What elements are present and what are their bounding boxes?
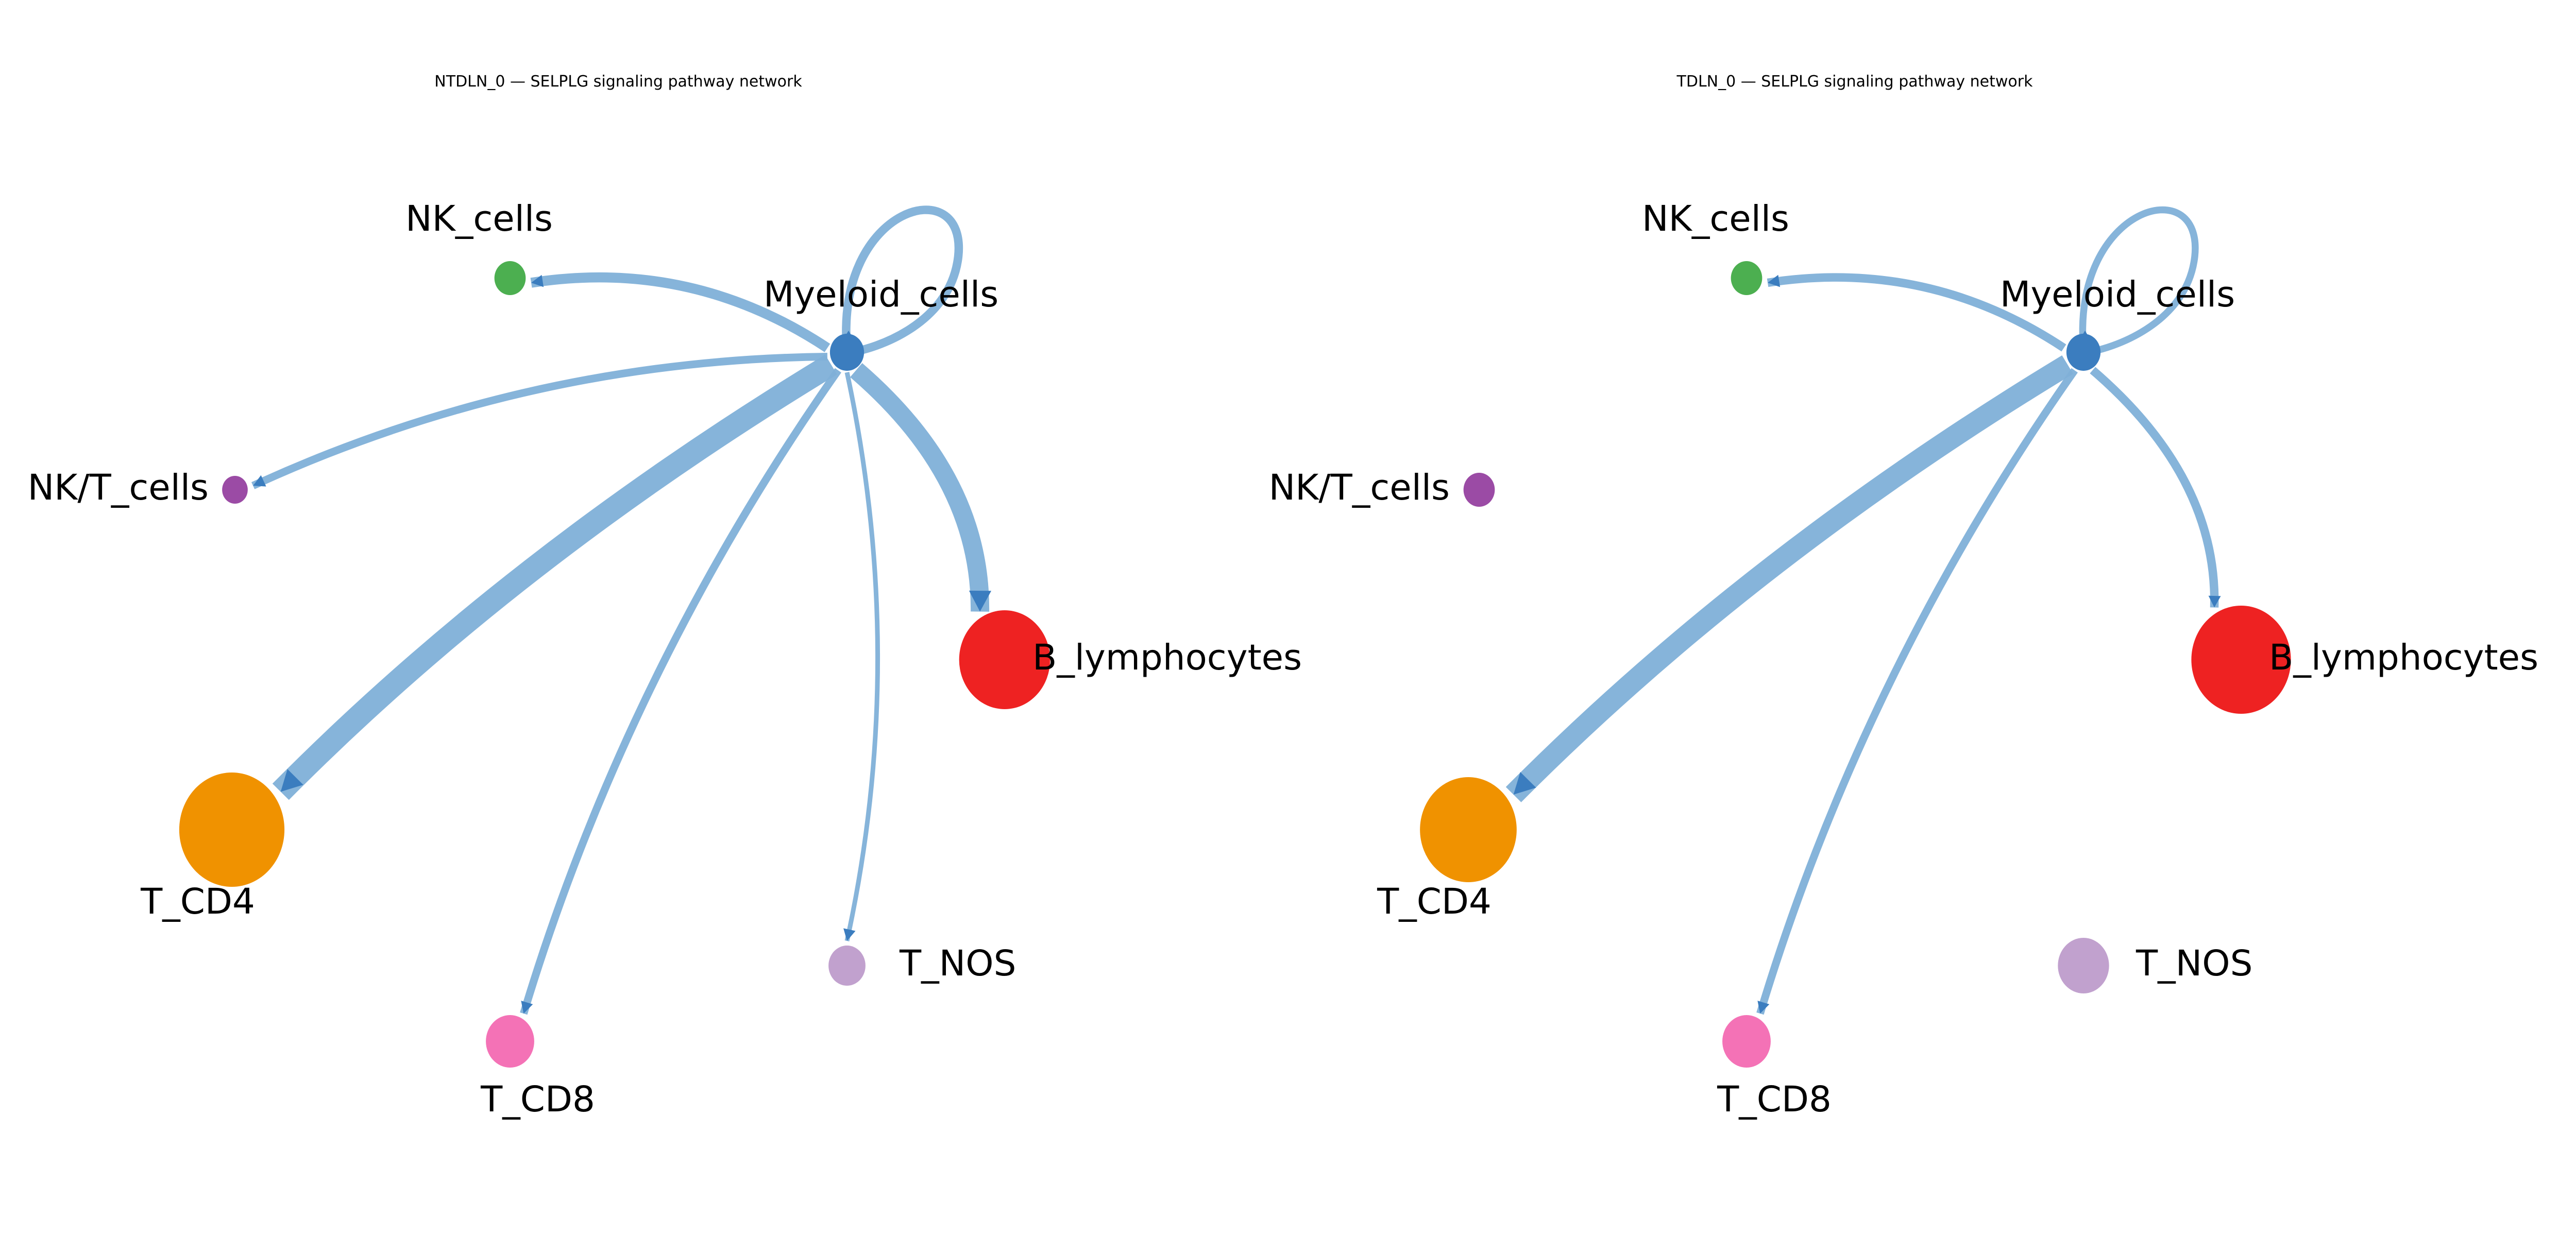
node-label-b-lymphocytes: B_lymphocytes bbox=[2269, 637, 2538, 678]
network-graph-tdln-0: NK_cells Myeloid_cells NK/T_cells B_lymphoc… bbox=[1269, 198, 2538, 1120]
label-layer: NK_cells Myeloid_cells NK/T_cells B_lymphoc… bbox=[1269, 198, 2538, 1120]
panel-title-tdln-0: TDLN_0 — SELPLG signaling pathway networ… bbox=[1676, 73, 2033, 91]
node-b-lymphocytes[interactable] bbox=[959, 610, 1050, 709]
edge-myeloid-cells-to-nk-t-cells bbox=[251, 353, 828, 489]
node-t-nos[interactable] bbox=[828, 946, 866, 986]
node-t-nos[interactable] bbox=[2058, 938, 2109, 993]
edge-myeloid-cells-to-t-cd8 bbox=[1756, 368, 2078, 1015]
edge-self-loop bbox=[2079, 206, 2199, 356]
node-b-lymphocytes[interactable] bbox=[2191, 606, 2291, 714]
node-label-t-cd8: T_CD8 bbox=[1717, 1079, 1832, 1120]
edge-myeloid-cells-to-b-lymphocytes bbox=[2090, 367, 2219, 608]
node-label-t-cd4: T_CD4 bbox=[1377, 881, 1492, 922]
arrowhead-icon bbox=[531, 274, 544, 287]
edge-myeloid-cells-to-t-cd8 bbox=[520, 368, 842, 1015]
node-label-t-cd8: T_CD8 bbox=[480, 1079, 595, 1120]
edge-myeloid-cells-to-b-lymphocytes bbox=[850, 363, 990, 612]
edge-myeloid-cells-to-t-cd4 bbox=[272, 354, 837, 800]
node-layer bbox=[179, 261, 1050, 1068]
node-label-nk-t-cells: NK/T_cells bbox=[1269, 467, 1450, 508]
panel-ntdln-0: NTDLN_0 — SELPLG signaling pathway netwo… bbox=[0, 0, 1302, 1236]
arrowhead-icon bbox=[280, 769, 303, 792]
node-label-t-cd4: T_CD4 bbox=[140, 881, 255, 922]
arrowhead-icon bbox=[253, 475, 266, 487]
arrowhead-icon bbox=[521, 1001, 533, 1014]
label-layer: NK_cells Myeloid_cells NK/T_cells B_lymphoc… bbox=[28, 198, 1302, 1120]
arrowhead-icon bbox=[2208, 595, 2221, 608]
node-t-cd4[interactable] bbox=[179, 772, 285, 887]
edge-myeloid-cells-to-nk-cells bbox=[1767, 273, 2066, 352]
panel-title-ntdln-0: NTDLN_0 — SELPLG signaling pathway netwo… bbox=[434, 73, 802, 91]
node-myeloid-cells[interactable] bbox=[829, 334, 865, 371]
node-label-nk-t-cells: NK/T_cells bbox=[28, 467, 209, 508]
edge-layer bbox=[1505, 206, 2221, 1015]
node-label-nk-cells: NK_cells bbox=[1642, 198, 1789, 239]
node-nk-cells[interactable] bbox=[494, 261, 526, 295]
network-graph-ntdln-0: NK_cells Myeloid_cells NK/T_cells B_lymphoc… bbox=[28, 198, 1302, 1120]
node-nk-t-cells[interactable] bbox=[222, 476, 248, 504]
arrowhead-icon bbox=[1768, 274, 1781, 287]
arrowhead-icon bbox=[1757, 1001, 1770, 1014]
arrowhead-icon bbox=[843, 928, 856, 941]
node-label-myeloid-cells: Myeloid_cells bbox=[764, 274, 998, 315]
node-label-nk-cells: NK_cells bbox=[405, 198, 553, 239]
edge-self-loop bbox=[842, 205, 963, 357]
panel-tdln-1: TDLN_1 — SELPLG(no significant communica… bbox=[2473, 0, 2576, 1236]
node-nk-cells[interactable] bbox=[1731, 261, 1762, 295]
panel-tdln-0: TDLN_0 — SELPLG signaling pathway networ… bbox=[1236, 0, 2538, 1236]
node-label-t-nos: T_NOS bbox=[899, 943, 1016, 984]
node-label-t-nos: T_NOS bbox=[2136, 943, 2252, 984]
edge-myeloid-cells-to-t-nos bbox=[844, 372, 880, 941]
arrowhead-icon bbox=[969, 590, 992, 612]
node-myeloid-cells[interactable] bbox=[2066, 334, 2101, 371]
node-nk-t-cells[interactable] bbox=[1463, 473, 1495, 507]
edge-layer bbox=[251, 205, 992, 1015]
node-label-myeloid-cells: Myeloid_cells bbox=[2000, 274, 2235, 315]
node-t-cd8[interactable] bbox=[1722, 1015, 1771, 1068]
node-layer bbox=[1420, 261, 2291, 1068]
edge-myeloid-cells-to-nk-cells bbox=[530, 272, 831, 352]
panel-title-tdln-1: TDLN_1 — SELPLG(no significant communica… bbox=[2473, 65, 2576, 105]
arrowhead-icon bbox=[1513, 771, 1536, 795]
node-label-b-lymphocytes: B_lymphocytes bbox=[1032, 637, 1302, 678]
node-t-cd8[interactable] bbox=[486, 1015, 534, 1068]
edge-myeloid-cells-to-t-cd4 bbox=[1505, 355, 2074, 802]
node-t-cd4[interactable] bbox=[1420, 777, 1517, 882]
